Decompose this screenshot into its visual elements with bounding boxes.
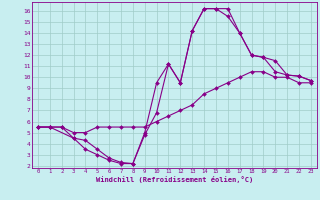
X-axis label: Windchill (Refroidissement éolien,°C): Windchill (Refroidissement éolien,°C) [96,176,253,183]
